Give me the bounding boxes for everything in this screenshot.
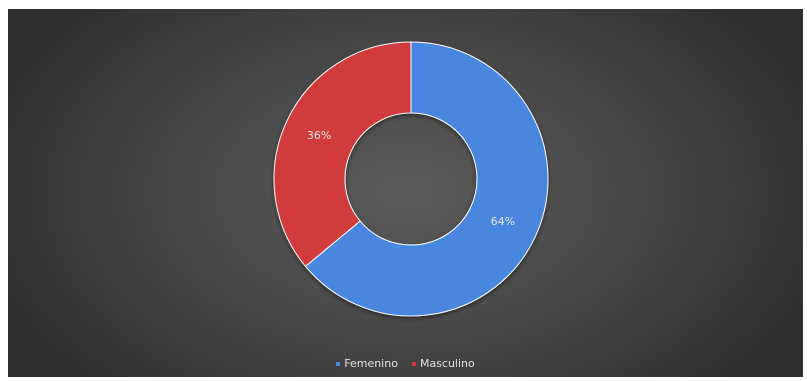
slice-label-masculino: 36% bbox=[307, 129, 331, 142]
legend-item-masculino: Masculino bbox=[411, 357, 475, 370]
legend-swatch-masculino bbox=[411, 361, 416, 366]
legend-label-femenino: Femenino bbox=[344, 357, 398, 370]
slice-femenino bbox=[304, 41, 549, 317]
slice-label-femenino: 64% bbox=[491, 215, 515, 228]
slices-group bbox=[273, 41, 549, 317]
labels-group: 64% 36% bbox=[307, 129, 515, 228]
legend-item-femenino: Femenino bbox=[336, 357, 398, 370]
legend-label-masculino: Masculino bbox=[419, 357, 475, 370]
doughnut-chart: 64% 36% bbox=[273, 41, 549, 317]
slice-masculino bbox=[273, 41, 412, 268]
legend-swatch-femenino bbox=[336, 361, 341, 366]
legend: Femenino Masculino bbox=[8, 357, 803, 370]
chart-area: 64% 36% Femenino Masculino bbox=[8, 9, 803, 377]
